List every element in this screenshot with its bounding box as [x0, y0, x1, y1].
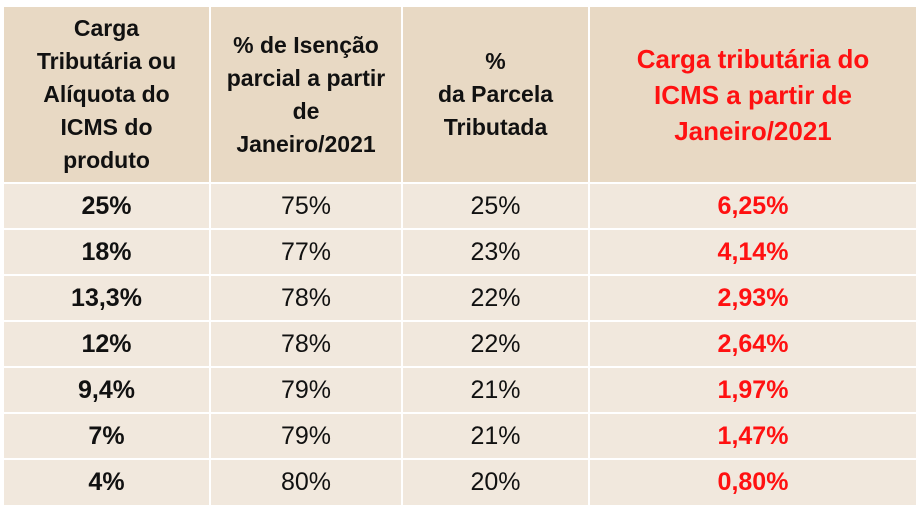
cell-carga-final: 0,80%	[589, 459, 916, 505]
table-row: 9,4% 79% 21% 1,97%	[4, 367, 916, 414]
header-isencao: % de Isenção parcial a partir de Janeiro…	[210, 7, 403, 184]
icms-table-container: Carga Tributária ou Alíquota do ICMS do …	[4, 7, 916, 512]
cell-carga-final: 6,25%	[589, 183, 916, 230]
cell-isencao: 78%	[210, 275, 403, 322]
cell-parcela: 22%	[402, 275, 590, 322]
cell-aliquota: 7%	[4, 413, 211, 460]
cell-carga-final: 4,14%	[589, 229, 916, 276]
table-row: 12% 78% 22% 2,64%	[4, 321, 916, 368]
cell-aliquota: 12%	[4, 321, 211, 368]
table-row: 4% 80% 20% 0,80%	[4, 459, 916, 505]
header-row: Carga Tributária ou Alíquota do ICMS do …	[4, 7, 916, 184]
header-isencao-label: % de Isenção parcial a partir de Janeiro…	[226, 31, 386, 157]
cell-parcela: 25%	[402, 183, 590, 230]
cell-aliquota: 9,4%	[4, 367, 211, 414]
cell-parcela: 20%	[402, 459, 590, 505]
header-aliquota-label: Carga Tributária ou Alíquota do ICMS do …	[36, 15, 177, 173]
cell-parcela: 23%	[402, 229, 590, 276]
cell-carga-final: 2,64%	[589, 321, 916, 368]
cell-carga-final: 1,97%	[589, 367, 916, 414]
cell-carga-final: 1,47%	[589, 413, 916, 460]
header-carga-final: Carga tributária do ICMS a partir de Jan…	[589, 7, 916, 184]
cell-parcela: 21%	[402, 413, 590, 460]
header-parcela: % da Parcela Tributada	[402, 7, 590, 184]
cell-aliquota: 25%	[4, 183, 211, 230]
cell-isencao: 77%	[210, 229, 403, 276]
cell-aliquota: 18%	[4, 229, 211, 276]
cell-parcela: 22%	[402, 321, 590, 368]
cell-isencao: 78%	[210, 321, 403, 368]
cell-carga-final: 2,93%	[589, 275, 916, 322]
cell-aliquota: 4%	[4, 459, 211, 505]
table-row: 13,3% 78% 22% 2,93%	[4, 275, 916, 322]
table-row: 7% 79% 21% 1,47%	[4, 413, 916, 460]
table-row: 18% 77% 23% 4,14%	[4, 229, 916, 276]
icms-table: Carga Tributária ou Alíquota do ICMS do …	[4, 7, 916, 505]
cell-parcela: 21%	[402, 367, 590, 414]
cell-isencao: 80%	[210, 459, 403, 505]
cell-isencao: 75%	[210, 183, 403, 230]
cell-isencao: 79%	[210, 367, 403, 414]
table-row: 25% 75% 25% 6,25%	[4, 183, 916, 230]
header-carga-final-label: Carga tributária do ICMS a partir de Jan…	[636, 43, 870, 146]
cell-aliquota: 13,3%	[4, 275, 211, 322]
header-aliquota: Carga Tributária ou Alíquota do ICMS do …	[4, 7, 211, 184]
header-parcela-label: % da Parcela Tributada	[437, 48, 554, 140]
cell-isencao: 79%	[210, 413, 403, 460]
